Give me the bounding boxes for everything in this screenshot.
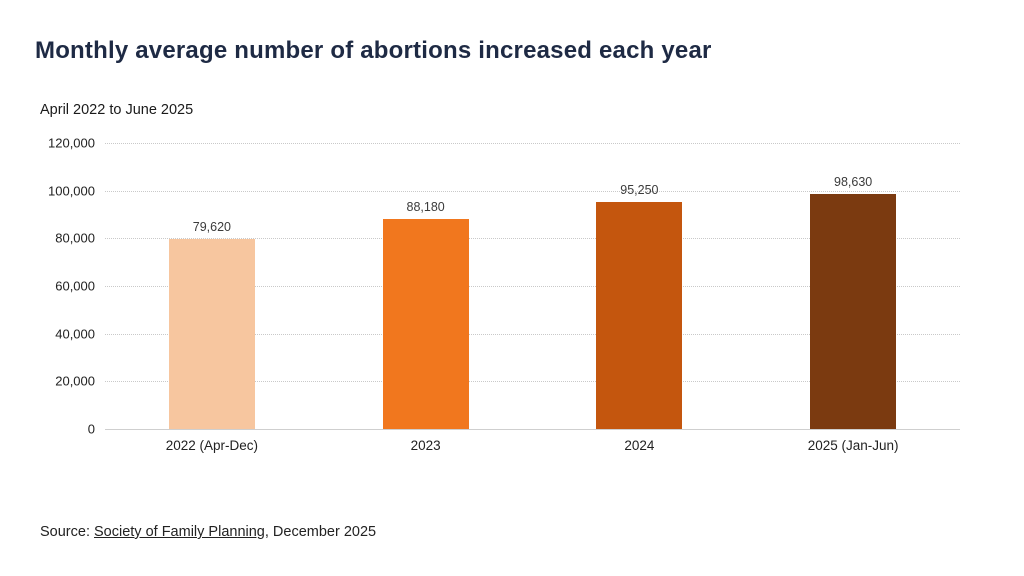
bar-2024 <box>596 201 683 429</box>
x-axis-category-label: 2024 <box>624 438 655 453</box>
gridline <box>105 190 960 192</box>
gridline <box>105 333 960 335</box>
y-axis-tick-label: 100,000 <box>48 183 95 199</box>
bar-value-label: 79,620 <box>192 220 231 235</box>
gridline <box>105 381 960 383</box>
chart-title: Monthly average number of abortions incr… <box>35 37 712 64</box>
y-axis-tick-label: 0 <box>87 421 95 437</box>
y-axis-tick-label: 60,000 <box>55 278 95 294</box>
gridline <box>105 238 960 240</box>
bar-value-label: 88,180 <box>406 199 445 214</box>
bar-2022-apr-dec- <box>168 239 255 429</box>
bar-value-label: 98,630 <box>834 174 873 189</box>
chart-subtitle: April 2022 to June 2025 <box>40 102 194 118</box>
source-suffix: , December 2025 <box>264 524 377 540</box>
gridline <box>105 143 960 144</box>
gridline <box>105 286 960 287</box>
bar-value-label: 95,250 <box>620 182 659 197</box>
bar-2023 <box>382 218 469 429</box>
source-link[interactable]: Society of Family Planning <box>94 524 265 540</box>
source-prefix: Source: <box>40 524 94 540</box>
x-axis-category-label: 2022 (Apr-Dec) <box>165 438 259 453</box>
source-line: Source: Society of Family Planning, Dece… <box>40 524 376 540</box>
y-axis-tick-label: 40,000 <box>55 326 95 342</box>
x-axis-category-label: 2023 <box>410 438 441 453</box>
y-axis-tick-label: 120,000 <box>48 135 95 151</box>
x-axis-baseline <box>105 429 960 430</box>
y-axis-tick-label: 20,000 <box>55 373 95 389</box>
x-axis-category-label: 2025 (Jan-Jun) <box>807 438 899 453</box>
bar-2025-jan-jun- <box>810 193 897 429</box>
y-axis-tick-label: 80,000 <box>55 230 95 246</box>
